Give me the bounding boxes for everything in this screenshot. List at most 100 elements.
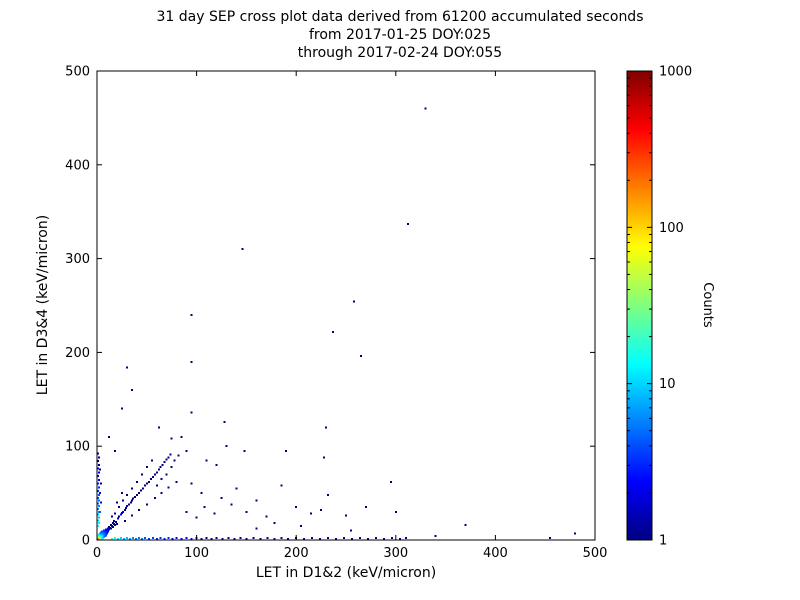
- data-point: [287, 538, 290, 541]
- data-point: [215, 463, 218, 466]
- data-point: [464, 523, 467, 526]
- data-point: [159, 465, 162, 468]
- data-point: [98, 510, 101, 513]
- data-point: [129, 501, 132, 504]
- data-point: [241, 248, 244, 251]
- data-point: [319, 538, 322, 541]
- data-point: [185, 449, 188, 452]
- data-point: [382, 538, 385, 541]
- data-point: [114, 521, 117, 524]
- colorbar-label: Counts: [700, 282, 715, 328]
- data-point: [97, 456, 100, 459]
- data-point: [117, 506, 120, 509]
- data-point: [127, 503, 130, 506]
- x-tick-label: 500: [583, 546, 608, 561]
- data-point: [120, 492, 123, 495]
- data-point: [97, 516, 100, 519]
- data-point: [185, 510, 188, 513]
- data-point: [111, 525, 114, 528]
- colorbar-tick-label: 1000: [659, 65, 692, 80]
- data-point: [97, 493, 100, 496]
- data-point: [200, 538, 203, 541]
- plot-frame: [96, 70, 596, 541]
- data-point: [259, 538, 262, 541]
- data-point: [390, 537, 393, 540]
- data-point: [135, 480, 138, 483]
- data-point: [112, 520, 115, 523]
- data-point: [96, 452, 99, 455]
- colorbar-tick-label: 1: [659, 534, 667, 549]
- data-point: [195, 516, 198, 519]
- data-point: [121, 510, 124, 513]
- data-point: [303, 538, 306, 541]
- data-point: [107, 525, 110, 528]
- data-point: [147, 480, 150, 483]
- colorbar-tick-label: 100: [659, 221, 684, 236]
- data-point: [137, 492, 140, 495]
- data-point: [173, 459, 176, 462]
- data-point: [121, 499, 124, 502]
- data-point: [190, 313, 193, 316]
- data-point: [350, 538, 353, 541]
- x-tick-label: 200: [284, 546, 309, 561]
- data-point: [150, 459, 153, 462]
- data-point: [137, 508, 140, 511]
- data-point: [96, 524, 99, 527]
- data-point: [394, 510, 397, 513]
- data-point: [205, 459, 208, 462]
- data-point: [119, 537, 122, 540]
- data-point: [205, 537, 208, 540]
- data-point: [147, 538, 150, 541]
- data-point: [323, 456, 326, 459]
- data-point: [122, 538, 125, 541]
- data-point: [169, 453, 172, 456]
- data-point: [266, 537, 269, 540]
- data-point: [145, 482, 148, 485]
- data-point: [165, 473, 168, 476]
- x-axis-label: LET in D1&2 (keV/micron): [256, 565, 436, 581]
- data-point: [97, 486, 100, 489]
- data-point: [190, 360, 193, 363]
- data-point: [143, 484, 146, 487]
- data-point: [549, 537, 552, 540]
- data-point: [190, 411, 193, 414]
- data-point: [203, 506, 206, 509]
- data-point: [398, 538, 401, 541]
- data-point: [97, 505, 100, 508]
- data-point: [99, 501, 102, 504]
- data-point: [230, 503, 233, 506]
- data-point: [364, 506, 367, 509]
- data-point: [310, 512, 313, 515]
- data-point: [332, 330, 335, 333]
- data-point: [119, 513, 122, 516]
- data-point: [134, 538, 137, 541]
- data-point: [151, 476, 154, 479]
- data-point: [406, 222, 409, 225]
- data-point: [225, 445, 228, 448]
- data-point: [220, 496, 223, 499]
- data-point: [180, 538, 183, 541]
- data-point: [155, 484, 158, 487]
- data-point: [115, 523, 118, 526]
- data-point: [177, 454, 180, 457]
- data-point: [245, 538, 248, 541]
- data-point: [389, 480, 392, 483]
- scatter-points: [96, 107, 577, 541]
- data-point: [163, 461, 166, 464]
- data-point: [123, 520, 126, 523]
- data-point: [133, 495, 136, 498]
- y-tick-label: 400: [65, 158, 90, 173]
- chart-title: 31 day SEP cross plot data derived from …: [157, 9, 644, 25]
- y-tick-label: 300: [65, 252, 90, 267]
- data-point: [97, 499, 100, 502]
- data-point: [434, 535, 437, 538]
- y-tick-label: 500: [65, 65, 90, 80]
- data-point: [265, 515, 268, 518]
- data-point: [123, 508, 126, 511]
- data-point: [235, 487, 238, 490]
- x-tick-label: 0: [93, 546, 101, 561]
- data-point: [167, 486, 170, 489]
- data-point: [96, 502, 99, 505]
